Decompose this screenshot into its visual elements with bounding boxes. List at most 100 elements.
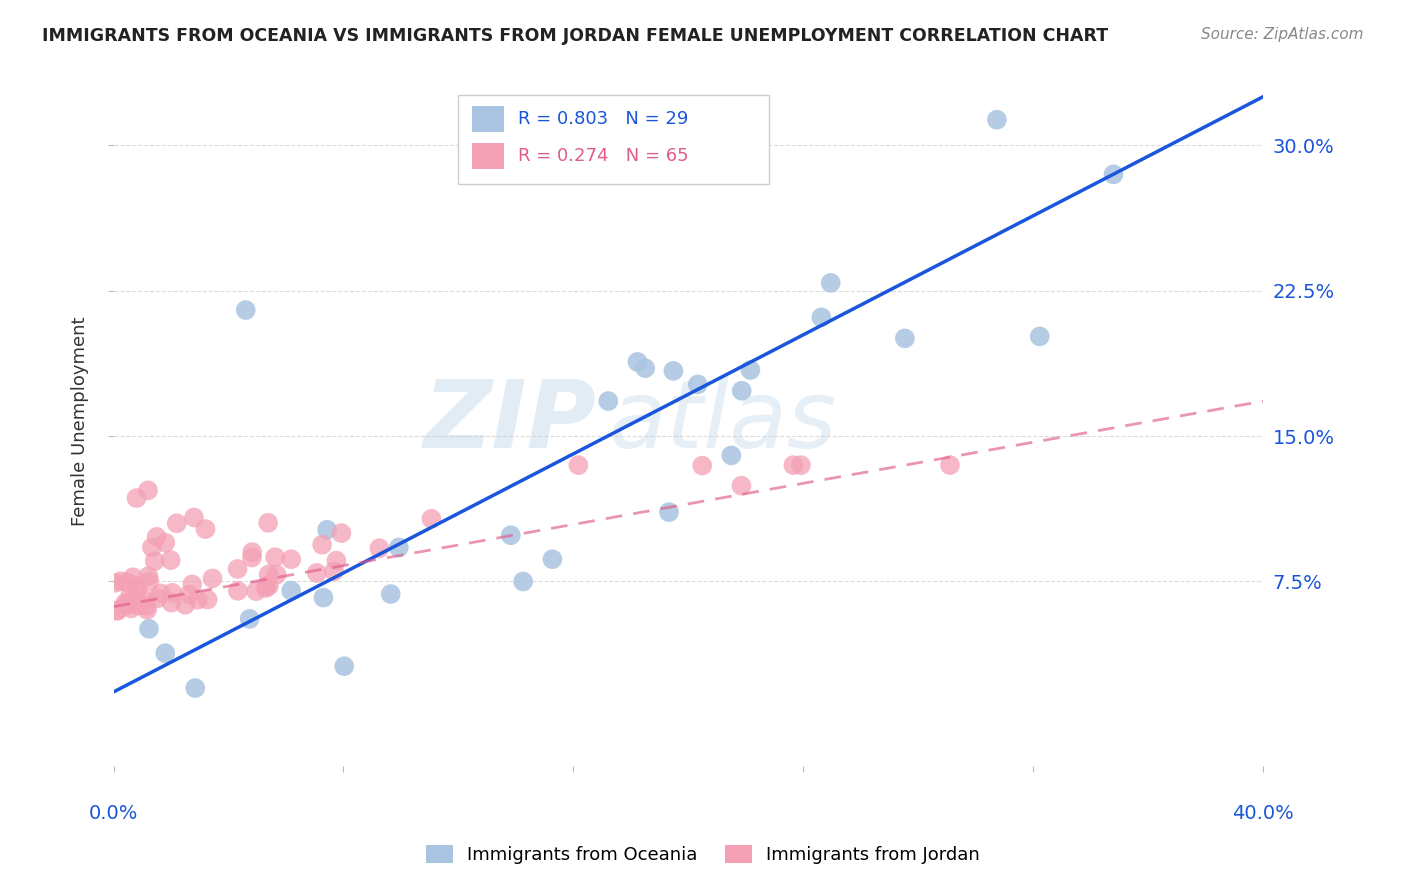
Point xyxy=(179,588,201,602)
Point xyxy=(257,516,280,530)
Point xyxy=(114,596,136,610)
Text: ZIP: ZIP xyxy=(423,376,596,467)
Point xyxy=(986,112,1008,127)
Point xyxy=(512,574,534,589)
Point xyxy=(634,361,657,376)
Point xyxy=(240,550,263,565)
Point xyxy=(720,449,742,463)
Point xyxy=(183,510,205,524)
Point xyxy=(368,541,391,556)
Point xyxy=(184,681,207,695)
Text: IMMIGRANTS FROM OCEANIA VS IMMIGRANTS FROM JORDAN FEMALE UNEMPLOYMENT CORRELATIO: IMMIGRANTS FROM OCEANIA VS IMMIGRANTS FR… xyxy=(42,27,1108,45)
Point xyxy=(499,528,522,542)
Y-axis label: Female Unemployment: Female Unemployment xyxy=(72,317,89,526)
Point xyxy=(388,541,411,555)
Point xyxy=(662,364,685,378)
Point xyxy=(201,571,224,585)
FancyBboxPatch shape xyxy=(472,143,505,169)
Point xyxy=(254,581,277,595)
Point xyxy=(240,545,263,559)
Point xyxy=(138,569,160,583)
Point xyxy=(790,458,813,472)
Point xyxy=(325,554,347,568)
Point xyxy=(136,483,159,498)
Point xyxy=(115,575,138,590)
Text: 0.0%: 0.0% xyxy=(89,805,138,823)
FancyBboxPatch shape xyxy=(472,106,505,133)
Point xyxy=(150,586,173,600)
Point xyxy=(120,589,142,603)
Point xyxy=(740,363,762,377)
Point xyxy=(266,567,288,582)
Point xyxy=(264,550,287,565)
Point xyxy=(174,598,197,612)
Point xyxy=(939,458,962,472)
Point xyxy=(138,622,160,636)
Point xyxy=(323,564,346,578)
Point xyxy=(159,553,181,567)
Legend: Immigrants from Oceania, Immigrants from Jordan: Immigrants from Oceania, Immigrants from… xyxy=(412,830,994,879)
Point xyxy=(658,505,681,519)
Text: R = 0.274   N = 65: R = 0.274 N = 65 xyxy=(519,147,689,165)
Point xyxy=(120,601,142,615)
Point xyxy=(105,603,128,617)
Point xyxy=(145,530,167,544)
Text: 40.0%: 40.0% xyxy=(1232,805,1294,823)
Point xyxy=(690,458,713,473)
Text: atlas: atlas xyxy=(607,376,837,467)
Point xyxy=(239,612,262,626)
Point xyxy=(598,394,620,409)
Point xyxy=(141,541,163,555)
Point xyxy=(1102,167,1125,181)
Point xyxy=(254,579,277,593)
Point xyxy=(316,523,339,537)
Point xyxy=(166,516,188,531)
Point xyxy=(782,458,804,472)
Point xyxy=(110,574,132,589)
Point xyxy=(1028,329,1050,343)
Point xyxy=(257,567,280,582)
Point xyxy=(305,566,328,580)
Point xyxy=(380,587,402,601)
Point xyxy=(257,578,280,592)
Point xyxy=(731,384,754,398)
Point xyxy=(107,604,129,618)
Point xyxy=(541,552,564,566)
Point xyxy=(312,591,335,605)
Point xyxy=(567,458,589,472)
Point xyxy=(127,579,149,593)
Point xyxy=(226,583,249,598)
Point xyxy=(333,659,356,673)
Point xyxy=(135,599,157,613)
Text: R = 0.803   N = 29: R = 0.803 N = 29 xyxy=(519,111,689,128)
Point xyxy=(118,595,141,609)
Point xyxy=(162,586,184,600)
Point xyxy=(155,646,177,660)
Point xyxy=(134,593,156,607)
Point xyxy=(138,574,160,589)
Point xyxy=(115,599,138,613)
Point xyxy=(686,377,709,392)
Point xyxy=(194,522,217,536)
FancyBboxPatch shape xyxy=(458,95,769,184)
Point xyxy=(235,303,257,318)
Point xyxy=(420,512,443,526)
Point xyxy=(125,491,148,505)
Point xyxy=(104,575,127,590)
Point xyxy=(245,584,267,599)
Point xyxy=(330,526,353,541)
Point xyxy=(187,592,209,607)
Point xyxy=(143,554,166,568)
Point xyxy=(730,478,752,492)
Point xyxy=(136,603,159,617)
Point xyxy=(280,552,302,566)
Point xyxy=(127,599,149,613)
Point xyxy=(280,583,302,598)
Text: Source: ZipAtlas.com: Source: ZipAtlas.com xyxy=(1201,27,1364,42)
Point xyxy=(626,355,648,369)
Point xyxy=(810,310,832,325)
Point xyxy=(122,570,145,584)
Point xyxy=(820,276,842,290)
Point xyxy=(146,591,169,606)
Point xyxy=(127,583,149,598)
